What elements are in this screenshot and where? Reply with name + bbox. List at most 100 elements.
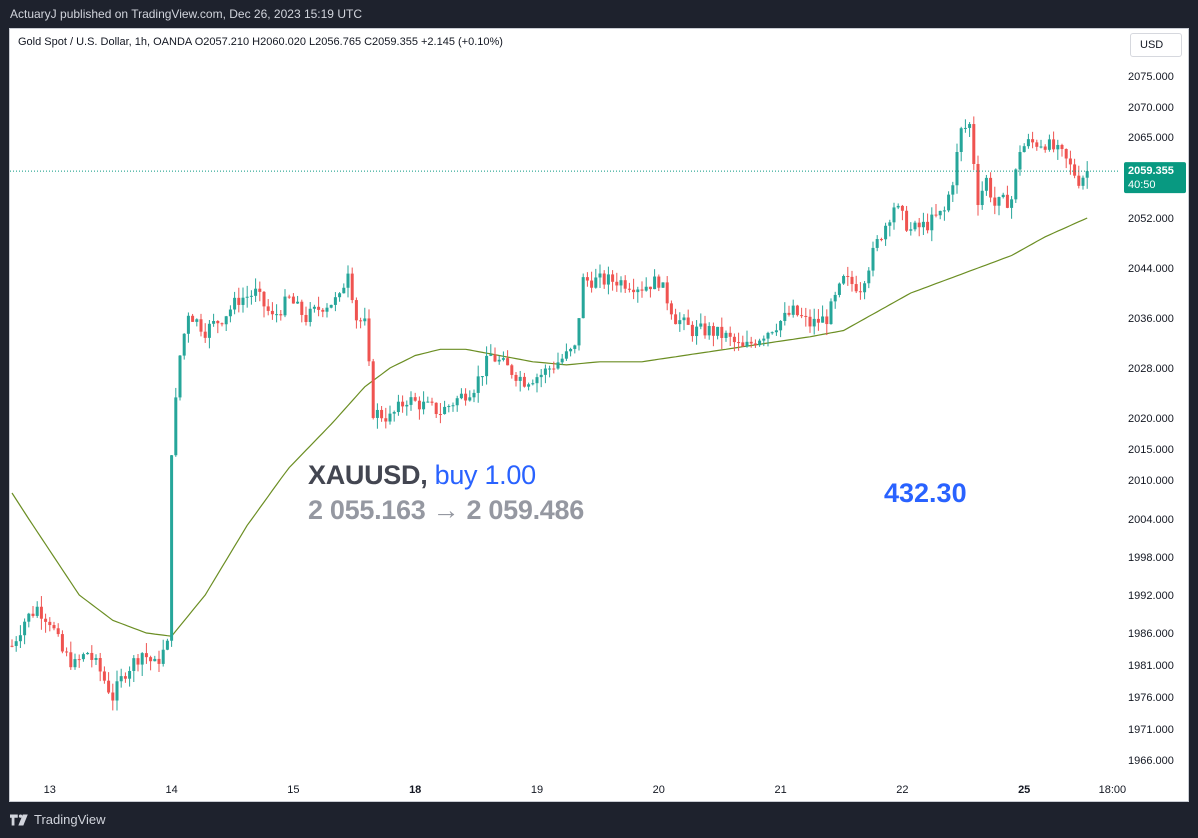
candle-body <box>1018 152 1022 170</box>
price-tick-label: 2075.000 <box>1128 71 1174 83</box>
candle <box>1047 134 1051 152</box>
candle <box>237 287 241 313</box>
candle-body <box>968 124 972 128</box>
candle <box>1081 175 1085 190</box>
candle <box>165 638 169 651</box>
position-pnl: 432.30 <box>884 478 967 508</box>
chart-frame[interactable]: 2075.000 2070.000 2065.000 2052.000 2044.000… <box>9 28 1189 802</box>
candle-body <box>1068 158 1072 165</box>
candle-body <box>203 331 207 338</box>
candle-body <box>741 342 745 347</box>
candle-body <box>69 652 73 668</box>
candle-body <box>959 128 963 152</box>
candle-body <box>594 277 598 288</box>
time-axis[interactable]: 13 14 15 18 19 20 21 22 25 18:00 <box>44 784 1126 796</box>
candle <box>707 322 711 340</box>
currency-button[interactable]: USD <box>1130 33 1182 57</box>
candle-body <box>724 332 728 338</box>
candle <box>1010 195 1014 219</box>
candle <box>678 312 682 332</box>
candle <box>1022 143 1026 153</box>
candle-body <box>703 323 707 336</box>
candle-body <box>1022 146 1026 153</box>
candle <box>161 639 165 667</box>
candle <box>317 296 321 317</box>
candle <box>669 300 673 320</box>
candle <box>191 313 195 322</box>
candle <box>787 305 791 317</box>
candle <box>1052 131 1056 153</box>
candle <box>535 373 539 393</box>
candle <box>690 321 694 342</box>
candle <box>220 322 224 327</box>
candle <box>854 275 858 294</box>
candle-body <box>472 392 476 398</box>
candle-body <box>48 621 52 626</box>
candle <box>350 267 354 304</box>
candle-body <box>749 341 753 344</box>
candle <box>447 404 451 413</box>
candle <box>27 612 31 628</box>
candle <box>153 655 157 662</box>
candle-body <box>636 289 640 293</box>
tradingview-footer[interactable]: TradingView <box>10 810 106 830</box>
candle-body <box>947 194 951 211</box>
price-tick-label: 1966.000 <box>1128 755 1174 767</box>
candle <box>808 309 812 333</box>
candle <box>871 241 875 277</box>
candle <box>321 308 325 318</box>
candle-body <box>1073 164 1077 176</box>
candle <box>833 291 837 309</box>
candle-body <box>73 659 77 668</box>
candle <box>464 388 468 406</box>
candle <box>174 387 178 457</box>
candle-body <box>94 658 98 660</box>
candle-body <box>132 658 136 671</box>
candle-body <box>401 401 405 407</box>
price-axis[interactable]: 2075.000 2070.000 2065.000 2052.000 2044.000… <box>1128 71 1174 767</box>
candle <box>136 654 140 672</box>
candle-body <box>443 406 447 415</box>
candle-body <box>18 635 22 642</box>
candle-body <box>422 401 426 410</box>
price-chart[interactable]: 2075.000 2070.000 2065.000 2052.000 2044.000… <box>10 29 1188 801</box>
candle-body <box>753 343 757 346</box>
candle <box>291 293 295 304</box>
time-tick-label: 14 <box>165 784 177 796</box>
candle <box>182 333 186 360</box>
candle-body <box>884 225 888 240</box>
last-price-text: 2059.355 <box>1128 165 1174 177</box>
candle <box>35 601 39 618</box>
candle-body <box>325 307 329 312</box>
candle <box>653 269 657 290</box>
candle-body <box>149 657 153 662</box>
candle-body <box>384 418 388 422</box>
candle-body <box>1052 139 1056 150</box>
candle-body <box>266 306 270 311</box>
time-tick-label: 19 <box>531 784 543 796</box>
candle <box>1064 148 1068 169</box>
candle-body <box>283 296 287 316</box>
candle-body <box>543 368 547 375</box>
candle-body <box>602 273 606 285</box>
candle <box>10 639 14 648</box>
candle <box>39 596 43 630</box>
candle <box>837 282 841 298</box>
candle <box>917 217 921 237</box>
candle <box>955 143 959 194</box>
candle <box>443 400 447 415</box>
candle-body <box>10 645 14 647</box>
candle-body <box>413 397 417 401</box>
candle <box>921 212 925 236</box>
candle-body <box>359 320 363 322</box>
candle <box>850 270 854 292</box>
candle <box>661 282 665 288</box>
candle <box>438 403 442 424</box>
candle-body <box>52 625 56 629</box>
candle-body <box>762 338 766 341</box>
candle <box>1018 145 1022 176</box>
candle-body <box>287 296 291 298</box>
candle <box>716 326 720 340</box>
candle <box>52 621 56 631</box>
candle-body <box>493 354 497 362</box>
